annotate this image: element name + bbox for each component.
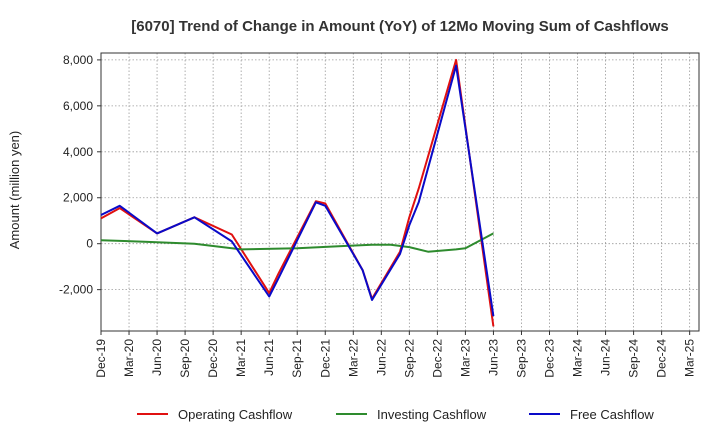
x-tick-label: Sep-21 bbox=[290, 339, 304, 378]
x-tick-label: Jun-24 bbox=[599, 339, 613, 376]
y-tick-label: 0 bbox=[86, 237, 93, 251]
x-tick-label: Sep-22 bbox=[402, 339, 416, 378]
x-ticks: Dec-19 Mar-20 Jun-20 Sep-20 Dec-20 Mar-21 Jun-… bbox=[94, 331, 697, 378]
x-tick-label: Dec-21 bbox=[318, 339, 332, 378]
y-tick-label: 4,000 bbox=[63, 145, 93, 159]
x-tick-label: Jun-23 bbox=[486, 339, 500, 376]
x-tick-label: Dec-20 bbox=[206, 339, 220, 378]
x-tick-label: Dec-22 bbox=[430, 339, 444, 378]
x-tick-label: Sep-24 bbox=[627, 339, 641, 378]
x-tick-label: Mar-24 bbox=[571, 339, 585, 377]
x-tick-label: Sep-23 bbox=[514, 339, 528, 378]
x-tick-label: Jun-20 bbox=[150, 339, 164, 376]
y-axis-label: Amount (million yen) bbox=[7, 131, 22, 250]
x-tick-label: Dec-19 bbox=[94, 339, 108, 378]
x-tick-label: Mar-22 bbox=[346, 339, 360, 377]
series-line-free-cashflow bbox=[100, 64, 495, 317]
chart-title: [6070] Trend of Change in Amount (YoY) o… bbox=[131, 18, 669, 35]
x-tick-label: Mar-23 bbox=[458, 339, 472, 377]
y-ticks: -2,000 0 2,000 4,000 6,000 8,000 bbox=[59, 53, 101, 297]
legend: Operating Cashflow Investing Cashflow Free… bbox=[137, 407, 654, 422]
y-tick-label: 6,000 bbox=[63, 99, 93, 113]
x-tick-label: Mar-25 bbox=[683, 339, 697, 377]
grid bbox=[100, 53, 699, 331]
legend-label-operating-cashflow: Operating Cashflow bbox=[178, 407, 293, 422]
y-tick-label: 8,000 bbox=[63, 53, 93, 67]
x-tick-label: Mar-21 bbox=[234, 339, 248, 377]
x-tick-label: Dec-23 bbox=[543, 339, 557, 378]
series-line-investing-cashflow bbox=[100, 232, 494, 253]
x-tick-label: Mar-20 bbox=[122, 339, 136, 377]
x-tick-label: Jun-21 bbox=[262, 339, 276, 376]
x-tick-label: Sep-20 bbox=[178, 339, 192, 378]
y-tick-label: 2,000 bbox=[63, 191, 93, 205]
y-tick-label: -2,000 bbox=[59, 283, 93, 297]
plot-frame bbox=[100, 52, 700, 332]
x-tick-label: Jun-22 bbox=[374, 339, 388, 376]
x-tick-label: Dec-24 bbox=[655, 339, 669, 378]
series-lines bbox=[100, 58, 495, 327]
legend-label-free-cashflow: Free Cashflow bbox=[570, 407, 654, 422]
legend-label-investing-cashflow: Investing Cashflow bbox=[377, 407, 487, 422]
